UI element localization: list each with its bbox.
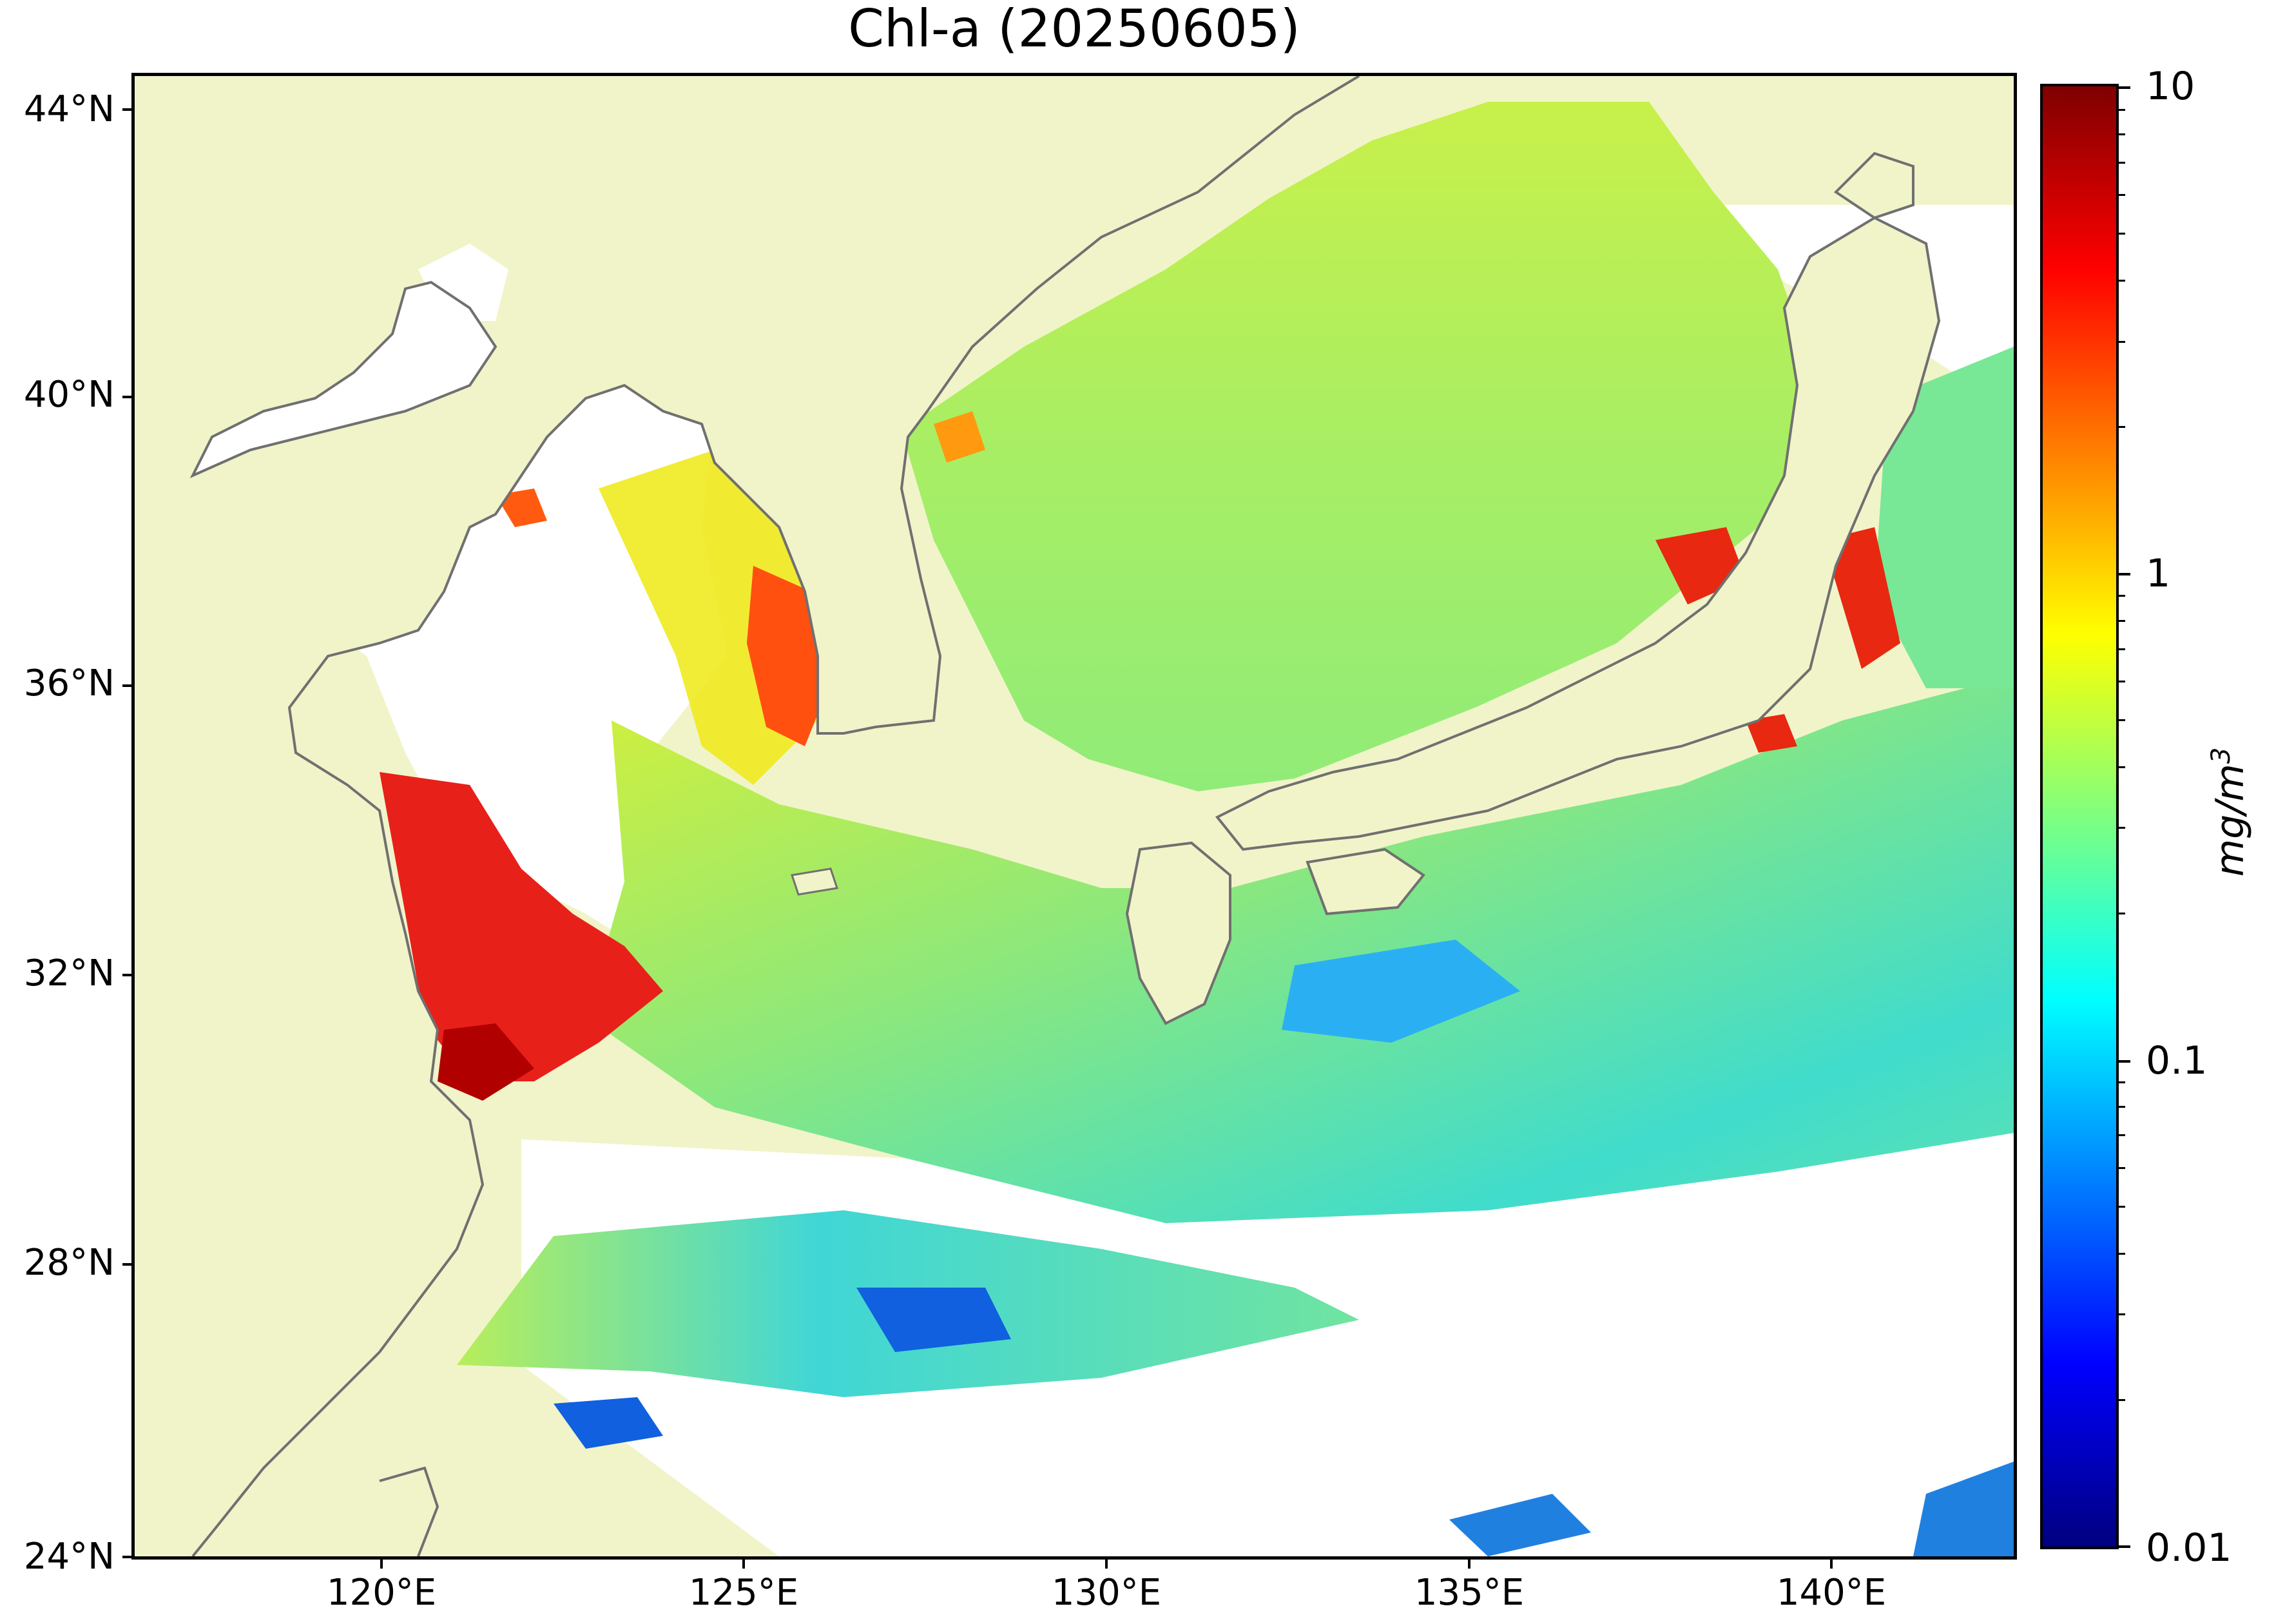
pacific-blue-low bbox=[1282, 940, 1520, 1043]
colorbar-unit: mg/m3 bbox=[2206, 748, 2253, 877]
lon-tickmark bbox=[1105, 1560, 1108, 1569]
south-blue-low bbox=[554, 1288, 1011, 1449]
colorbar-tick bbox=[2119, 1545, 2130, 1548]
colorbar-minor-tick bbox=[2119, 1167, 2125, 1169]
lat-tick-28: 28°N bbox=[23, 1242, 115, 1284]
lat-tick-44: 44°N bbox=[23, 88, 115, 130]
lat-tick-36: 36°N bbox=[23, 662, 115, 704]
colorbar-label-0.01: 0.01 bbox=[2146, 1525, 2232, 1571]
colorbar-label-1: 1 bbox=[2146, 551, 2171, 596]
colorbar-tick bbox=[2119, 1060, 2130, 1063]
lat-tick-32: 32°N bbox=[23, 952, 115, 994]
southeast-blue-low bbox=[1449, 1462, 2014, 1556]
colorbar bbox=[2040, 84, 2119, 1549]
lon-tick-140: 140°E bbox=[1776, 1572, 1887, 1614]
colorbar-minor-tick bbox=[2119, 233, 2125, 235]
china-land bbox=[135, 76, 1359, 1556]
lon-tick-120: 120°E bbox=[326, 1572, 437, 1614]
honshu-land bbox=[1217, 218, 1939, 849]
lat-tickmark bbox=[122, 684, 131, 687]
colorbar-minor-tick bbox=[2119, 766, 2125, 768]
lat-tick-24: 24°N bbox=[23, 1536, 115, 1578]
colorbar-minor-tick bbox=[2119, 595, 2125, 597]
colorbar-minor-tick bbox=[2119, 1081, 2125, 1083]
lat-tickmark bbox=[122, 1556, 131, 1558]
colorbar-minor-tick bbox=[2119, 426, 2125, 428]
jeju-island bbox=[791, 867, 838, 896]
colorbar-unit-base: mg/m bbox=[2208, 764, 2253, 877]
colorbar-minor-tick bbox=[2119, 194, 2125, 196]
colorbar-minor-tick bbox=[2119, 1313, 2125, 1315]
colorbar-minor-tick bbox=[2119, 109, 2125, 111]
colorbar-minor-tick bbox=[2119, 681, 2125, 682]
colorbar-minor-tick bbox=[2119, 648, 2125, 650]
colorbar-tick bbox=[2119, 573, 2130, 575]
colorbar-minor-tick bbox=[2119, 620, 2125, 622]
kyushu-land bbox=[1127, 843, 1230, 1023]
coastlines bbox=[189, 76, 1941, 1556]
lon-tickmark bbox=[380, 1560, 383, 1569]
colorbar-minor-tick bbox=[2119, 1206, 2125, 1208]
sea-of-japan bbox=[901, 102, 1823, 791]
japan-coast-red bbox=[1655, 527, 1900, 753]
lat-tickmark bbox=[122, 108, 131, 111]
colorbar-label-10: 10 bbox=[2146, 64, 2195, 109]
colorbar-minor-tick bbox=[2119, 133, 2125, 135]
colorbar-minor-tick bbox=[2119, 719, 2125, 721]
map-title: Chl-a (20250605) bbox=[848, 0, 1300, 59]
lat-tickmark bbox=[122, 396, 131, 398]
colorbar-minor-tick bbox=[2119, 1134, 2125, 1136]
yangtze-mouth-dark bbox=[438, 1023, 534, 1101]
lon-tick-125: 125°E bbox=[688, 1572, 799, 1614]
lat-tickmark bbox=[122, 1263, 131, 1266]
chlorophyll-map[interactable] bbox=[131, 73, 2017, 1560]
colorbar-label-0.1: 0.1 bbox=[2146, 1038, 2208, 1083]
lon-tickmark bbox=[1830, 1560, 1833, 1569]
colorbar-minor-tick bbox=[2119, 1106, 2125, 1108]
colorbar-minor-tick bbox=[2119, 1253, 2125, 1255]
lon-tickmark bbox=[1468, 1560, 1470, 1569]
east-china-sea bbox=[586, 675, 2014, 1223]
colorbar-minor-tick bbox=[2119, 280, 2125, 282]
shikoku-land bbox=[1307, 849, 1423, 914]
lat-tickmark bbox=[122, 974, 131, 976]
liaodong-white bbox=[418, 244, 508, 321]
colorbar-minor-tick bbox=[2119, 341, 2125, 343]
colorbar-minor-tick bbox=[2119, 162, 2125, 164]
colorbar-tick bbox=[2119, 86, 2130, 89]
colorbar-unit-exponent: 3 bbox=[2206, 747, 2236, 764]
lat-tick-40: 40°N bbox=[23, 374, 115, 416]
lon-tick-135: 135°E bbox=[1414, 1572, 1525, 1614]
yangtze-high-chl bbox=[380, 772, 663, 1081]
lon-tickmark bbox=[742, 1560, 745, 1569]
pacific-east bbox=[1875, 347, 2014, 688]
hokkaido-land bbox=[1836, 153, 1913, 218]
taiwan-land bbox=[367, 1468, 438, 1556]
colorbar-minor-tick bbox=[2119, 1399, 2125, 1401]
korea-east-coast-orange bbox=[934, 411, 985, 463]
colorbar-minor-tick bbox=[2119, 913, 2125, 914]
colorbar-minor-tick bbox=[2119, 827, 2125, 829]
lon-tick-130: 130°E bbox=[1051, 1572, 1162, 1614]
